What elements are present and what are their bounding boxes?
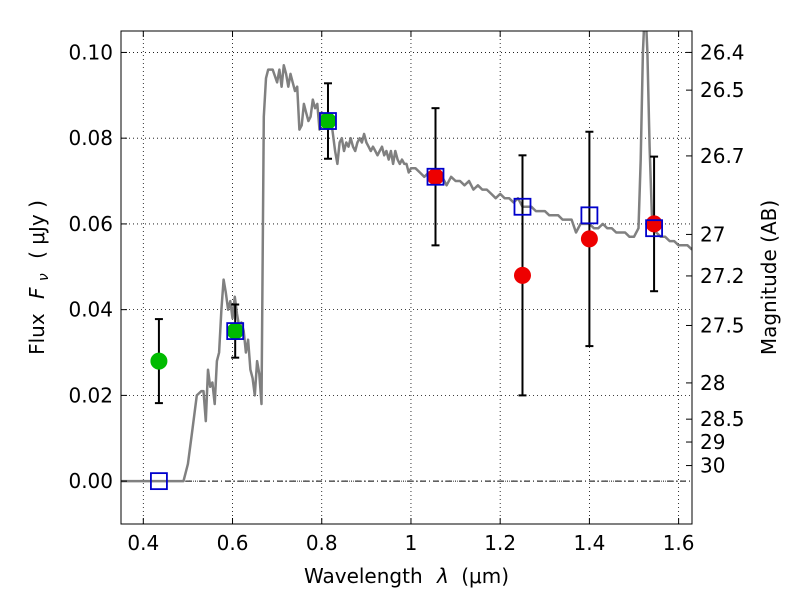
right-tick-label: 27 <box>700 222 725 246</box>
observed_green-point <box>226 322 244 340</box>
y-axis-label-text: Flux <box>25 313 49 355</box>
observed_green-point <box>319 112 337 130</box>
x-tick-label: 1 <box>405 531 418 555</box>
right-tick-label: 28.5 <box>700 407 745 431</box>
model-spectrum-line <box>121 31 692 483</box>
observed_red-point <box>645 215 663 233</box>
y-axis-label-symbol: F <box>25 287 49 299</box>
x-axis-label-symbol: λ <box>436 564 449 588</box>
y-axis-label: Flux F ν ( μJy ) <box>25 200 53 355</box>
model-photometry-square <box>226 322 245 340</box>
x-axis-label-unit: (μm) <box>461 564 509 588</box>
right-tick-label: 26.5 <box>700 78 745 102</box>
grid <box>121 31 692 524</box>
model-photometry-square <box>645 219 663 238</box>
x-tick-label: 0.6 <box>217 531 249 555</box>
right-tick-label: 26.7 <box>700 144 745 168</box>
y-tick-label: 0.02 <box>68 383 113 407</box>
y-tick-label: 0.00 <box>68 469 113 493</box>
right-tick-label: 27.2 <box>700 264 745 288</box>
observed_red-point <box>426 168 444 186</box>
model-photometry-square <box>319 112 337 130</box>
observed_green-point <box>150 352 168 370</box>
right-tick-label: 27.5 <box>700 313 745 337</box>
observed_red-point <box>513 266 531 284</box>
x-tick-label: 1.4 <box>573 531 605 555</box>
right-tick-label: 28 <box>700 371 725 395</box>
data-layer <box>121 31 692 491</box>
right-axis-label: Magnitude (AB) <box>757 200 781 355</box>
x-tick-label: 0.8 <box>306 531 338 555</box>
x-axis-label-text: Wavelength <box>304 564 423 588</box>
x-tick-label: 1.6 <box>663 531 695 555</box>
right-tick-label: 29 <box>700 430 725 454</box>
x-tick-label: 0.4 <box>127 531 159 555</box>
y-axis-label-unit: ( μJy ) <box>25 200 49 259</box>
ticks: 0.4 0.6 0.8 1 1.2 1.4 1.6 0.00 0.02 0.04 0.06 0.08 0… <box>68 31 745 555</box>
model-photometry-square <box>513 197 532 216</box>
y-axis-label-subscript: ν <box>36 273 52 281</box>
y-tick-label: 0.06 <box>68 212 113 236</box>
y-tick-label: 0.08 <box>68 126 113 150</box>
x-axis-label: Wavelength λ (μm) <box>304 564 509 588</box>
model-photometry-square <box>150 472 168 491</box>
model-photometry-square <box>580 206 599 225</box>
observed_red-point <box>580 230 598 248</box>
y-tick-label: 0.04 <box>68 298 113 322</box>
y-tick-label: 0.10 <box>68 40 113 64</box>
right-tick-label: 30 <box>700 454 725 478</box>
right-tick-label: 26.4 <box>700 40 745 64</box>
x-tick-label: 1.2 <box>484 531 516 555</box>
plot-frame <box>120 30 693 525</box>
model-photometry-square <box>426 167 445 186</box>
